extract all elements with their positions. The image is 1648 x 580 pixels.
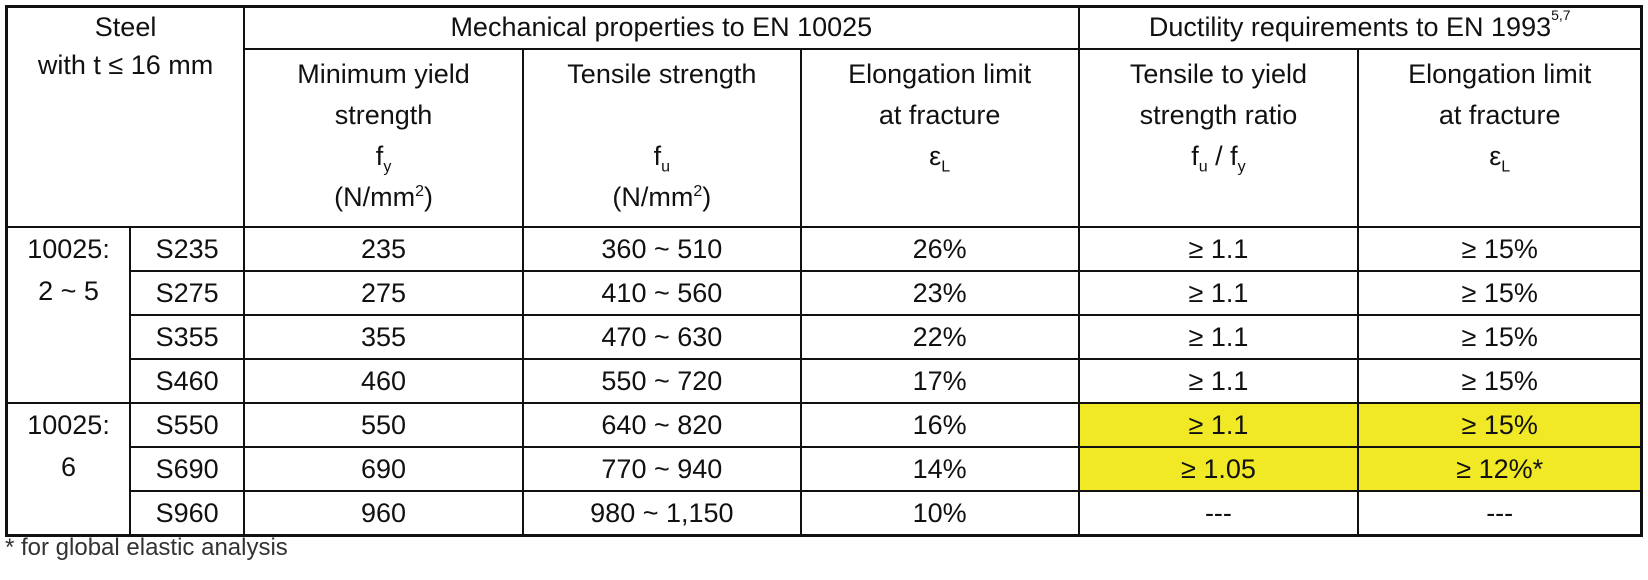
steel-header-line2: with t ≤ 16 mm <box>37 50 214 80</box>
steel-header: Steel with t ≤ 16 mm <box>5 5 246 228</box>
grade-cell: S275 <box>129 270 246 316</box>
yield-cell: 960 <box>243 490 524 537</box>
tensile-strength-header: Tensile strength fu (N/mm2) <box>521 48 802 228</box>
grade-cell: S550 <box>129 402 246 448</box>
ratio-cell: --- <box>1077 490 1360 537</box>
grade-cell: S960 <box>129 490 246 537</box>
yield-header-line1: Minimum yield <box>297 59 470 89</box>
grade-cell: S460 <box>129 358 246 404</box>
table-row: S275 275 410 ~ 560 23% ≥ 1.1 ≥ 15% <box>7 270 1643 316</box>
ductility-refs: 5,7 <box>1551 7 1571 23</box>
tensile-cell: 360 ~ 510 <box>521 226 802 272</box>
ratio-header: Tensile to yield strength ratio fu / fy <box>1077 48 1360 228</box>
yield-unit: (N/mm2) <box>334 182 433 212</box>
ratio-cell: ≥ 1.1 <box>1077 226 1360 272</box>
standard-group-cell: 10025: 6 <box>5 402 132 537</box>
elong-symbol: εL <box>929 141 951 176</box>
footnote: * for global elastic analysis <box>5 534 288 561</box>
group-label-line2: 6 <box>61 452 77 482</box>
tensile-cell: 980 ~ 1,150 <box>521 490 802 537</box>
ductility-elongation-header: Elongation limit at fracture εL <box>1357 48 1643 228</box>
yield-cell: 690 <box>243 446 524 492</box>
tensile-unit: (N/mm2) <box>612 182 712 212</box>
ratio-header-line2: strength ratio <box>1139 100 1298 130</box>
steel-header-line1: Steel <box>94 12 157 42</box>
yield-strength-header: Minimum yield strength fy (N/mm2) <box>243 48 524 228</box>
group-label-line1: 10025: <box>27 410 110 440</box>
table-row: S960 960 980 ~ 1,150 10% --- --- <box>7 490 1643 537</box>
table-row: S460 460 550 ~ 720 17% ≥ 1.1 ≥ 15% <box>7 358 1643 404</box>
elongation-cell: 23% <box>799 270 1080 316</box>
grade-cell: S355 <box>129 314 246 360</box>
elongation-cell: 26% <box>799 226 1080 272</box>
yield-cell: 460 <box>243 358 524 404</box>
elongation-cell: 10% <box>799 490 1080 537</box>
ratio-cell-highlighted: ≥ 1.05 <box>1077 446 1360 492</box>
tensile-cell: 410 ~ 560 <box>521 270 802 316</box>
ductility-elongation-cell: ≥ 15% <box>1357 270 1643 316</box>
group-label-line1: 10025: <box>27 234 110 264</box>
elong-header-line1: Elongation limit <box>848 59 1032 89</box>
elongation-cell: 22% <box>799 314 1080 360</box>
ductility-elongation-cell: ≥ 15% <box>1357 226 1643 272</box>
yield-header-line2: strength <box>334 100 433 130</box>
ratio-symbol: fu / fy <box>1191 141 1246 176</box>
tensile-cell: 550 ~ 720 <box>521 358 802 404</box>
ratio-header-line1: Tensile to yield <box>1129 59 1307 89</box>
ductility-elongation-cell: --- <box>1357 490 1643 537</box>
table-row: S690 690 770 ~ 940 14% ≥ 1.05 ≥ 12%* <box>7 446 1643 492</box>
duct-elong-header-line2: at fracture <box>1438 100 1561 130</box>
ratio-cell: ≥ 1.1 <box>1077 314 1360 360</box>
table-row: S355 355 470 ~ 630 22% ≥ 1.1 ≥ 15% <box>7 314 1643 360</box>
yield-cell: 235 <box>243 226 524 272</box>
tensile-cell: 640 ~ 820 <box>521 402 802 448</box>
elongation-cell: 17% <box>799 358 1080 404</box>
ductility-elongation-cell-highlighted: ≥ 12%* <box>1357 446 1643 492</box>
elong-header-line2: at fracture <box>878 100 1001 130</box>
yield-symbol: fy <box>375 141 392 176</box>
table-row: 10025: 6 S550 550 640 ~ 820 16% ≥ 1.1 ≥ … <box>5 402 1643 537</box>
elongation-cell: 16% <box>799 402 1080 448</box>
group-label-line2: 2 ~ 5 <box>38 276 99 306</box>
tensile-cell: 770 ~ 940 <box>521 446 802 492</box>
ductility-elongation-cell: ≥ 15% <box>1357 358 1643 404</box>
mechanical-properties-header: Mechanical properties to EN 10025 <box>243 5 1080 50</box>
elongation-cell: 14% <box>799 446 1080 492</box>
tensile-cell: 470 ~ 630 <box>521 314 802 360</box>
yield-cell: 355 <box>243 314 524 360</box>
duct-elong-symbol: εL <box>1489 141 1511 176</box>
steel-properties-table: Steel with t ≤ 16 mm Mechanical properti… <box>5 5 1643 537</box>
table-row: 10025: 2 ~ 5 S235 235 360 ~ 510 26% ≥ 1.… <box>5 226 1643 404</box>
tensile-header-line1: Tensile strength <box>567 59 757 89</box>
yield-cell: 275 <box>243 270 524 316</box>
grade-cell: S690 <box>129 446 246 492</box>
ductility-elongation-cell: ≥ 15% <box>1357 314 1643 360</box>
standard-group-cell: 10025: 2 ~ 5 <box>5 226 132 404</box>
ratio-cell: ≥ 1.1 <box>1077 270 1360 316</box>
yield-cell: 550 <box>243 402 524 448</box>
mechanical-properties-title: Mechanical properties to EN 10025 <box>450 12 873 42</box>
ductility-elongation-cell-highlighted: ≥ 15% <box>1357 402 1643 448</box>
ratio-cell: ≥ 1.1 <box>1077 358 1360 404</box>
duct-elong-header-line1: Elongation limit <box>1408 59 1592 89</box>
ductility-title: Ductility requirements to EN 1993 <box>1148 12 1552 42</box>
elongation-header: Elongation limit at fracture εL <box>799 48 1080 228</box>
tensile-symbol: fu <box>653 141 671 176</box>
ductility-header: Ductility requirements to EN 19935,7 <box>1077 5 1643 50</box>
grade-cell: S235 <box>129 226 246 272</box>
ratio-cell-highlighted: ≥ 1.1 <box>1077 402 1360 448</box>
